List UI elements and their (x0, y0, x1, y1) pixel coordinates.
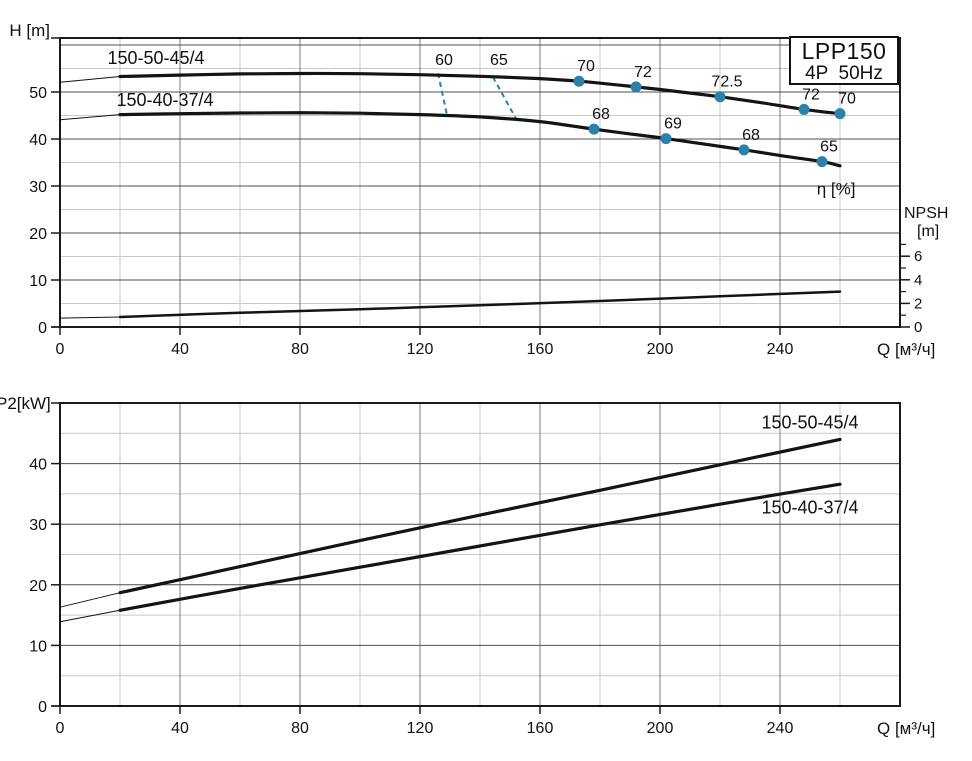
efficiency-contour-60 (437, 73, 448, 116)
curve-150-40-37/4 (118, 111, 842, 168)
efficiency-point (798, 103, 810, 115)
efficiency-value-label: 68 (592, 106, 610, 123)
x-tick-label: 40 (171, 341, 189, 358)
y-tick-label: 40 (29, 457, 47, 474)
y-tick-label: 0 (38, 320, 47, 337)
y-axis-label: P2[kW] (0, 394, 51, 413)
efficiency-contour-65 (492, 76, 518, 121)
npsh-axis-label: [m] (917, 223, 939, 240)
x-tick-label: 120 (407, 341, 434, 358)
efficiency-value-label: 70 (577, 58, 595, 75)
npsh-curve-leader (59, 316, 121, 319)
x-tick-label: 200 (647, 341, 674, 358)
curve-leader-150-50-45/4 (59, 592, 121, 608)
x-tick-label: 0 (56, 341, 65, 358)
efficiency-value-label: 70 (838, 91, 856, 108)
eta-label: η [%] (817, 179, 856, 198)
pole-frequency-label: 4P 50Hz (805, 63, 883, 84)
efficiency-point (714, 91, 726, 103)
x-tick-label: 160 (527, 341, 554, 358)
efficiency-point (588, 123, 600, 135)
y-tick-label: 0 (38, 699, 47, 716)
curve-150-50-45/4 (118, 71, 842, 116)
y-tick-label: 40 (29, 132, 47, 149)
efficiency-value-label: 68 (742, 127, 760, 144)
x-tick-label: 120 (407, 720, 434, 737)
curve-leader-150-50-45/4 (59, 76, 121, 83)
curve-leader-150-40-37/4 (59, 609, 121, 623)
efficiency-contour-label: 65 (490, 52, 508, 69)
plot-frame (59, 37, 901, 328)
series-label: 150-50-45/4 (107, 48, 204, 68)
x-tick-label: 40 (171, 720, 189, 737)
y-tick-label: 20 (29, 226, 47, 243)
efficiency-value-label: 69 (664, 116, 682, 133)
efficiency-point (630, 81, 642, 93)
y-tick-label: 10 (29, 638, 47, 655)
curve-150-50-45/4 (118, 437, 842, 595)
npsh-tick-label: 2 (914, 295, 922, 312)
x-tick-label: 240 (767, 720, 794, 737)
pump-model-box: LPP150 4P 50Hz (789, 36, 899, 85)
y-tick-label: 20 (29, 578, 47, 595)
y-tick-label: 30 (29, 179, 47, 196)
efficiency-point (816, 156, 828, 168)
efficiency-point (573, 75, 585, 87)
npsh-axis-label: NPSH (904, 205, 948, 222)
y-tick-label: 50 (29, 85, 47, 102)
npsh-tick-label: 4 (914, 272, 922, 289)
x-tick-label: 200 (647, 720, 674, 737)
efficiency-value-label: 72.5 (711, 74, 742, 91)
curve-leader-150-40-37/4 (59, 114, 121, 121)
y-tick-label: 10 (29, 273, 47, 290)
series-label: 150-40-37/4 (761, 497, 858, 517)
efficiency-value-label: 72 (802, 86, 820, 103)
x-tick-label: 240 (767, 341, 794, 358)
x-tick-label: 0 (56, 720, 65, 737)
npsh-tick-label: 0 (914, 319, 922, 336)
x-axis-label: Q [м³/ч] (877, 340, 935, 359)
series-label: 150-40-37/4 (116, 90, 213, 110)
x-tick-label: 80 (291, 720, 309, 737)
x-tick-label: 80 (291, 341, 309, 358)
plot-frame (59, 402, 901, 707)
x-tick-label: 160 (527, 720, 554, 737)
y-tick-label: 30 (29, 517, 47, 534)
efficiency-point (660, 133, 672, 145)
npsh-curve (118, 290, 842, 319)
power-chart: 0 40 80 120 160 200 240 0 10 20 30 40 Q [м³/ч] P2[kW]… (0, 394, 935, 738)
series-label: 150-50-45/4 (761, 412, 858, 432)
npsh-tick-label: 6 (914, 248, 922, 265)
curve-150-40-37/4 (118, 482, 842, 612)
efficiency-value-label: 72 (634, 64, 652, 81)
efficiency-point (738, 144, 750, 156)
efficiency-value-label: 65 (820, 139, 838, 156)
efficiency-contour-label: 60 (435, 52, 453, 69)
y-axis-label: H [m] (9, 21, 50, 40)
pump-model-label: LPP150 (801, 38, 887, 64)
x-axis-label: Q [м³/ч] (877, 719, 935, 738)
efficiency-point (834, 108, 846, 120)
